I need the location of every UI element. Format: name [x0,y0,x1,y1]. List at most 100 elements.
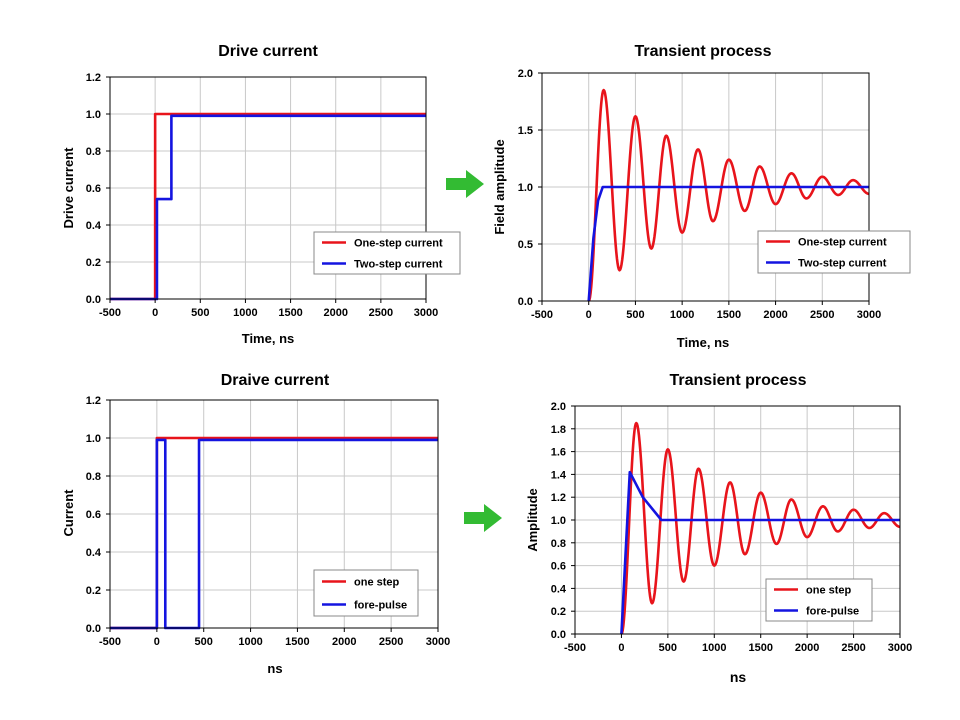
x-tick-label: 2500 [841,642,865,654]
x-tick-label: 3000 [426,636,450,648]
x-tick-label: 1500 [717,309,741,321]
legend-box [757,230,911,274]
plot-area: -500 0 500 1000 1500 2000 2500 3000 0.0 0.5 1.0 1.5… [518,68,911,321]
chart-transient-process-2: Transient process ns Amplitude -500 0 500 1… [525,372,912,685]
legend: one step fore-pulse [765,578,873,622]
chart-transient-process-1: Transient process Time, ns Field amplitu… [492,43,911,350]
y-tick-label: 2.0 [551,401,566,413]
y-tick-label: 0.8 [86,471,101,483]
series-line-red [587,88,870,302]
x-tick-label: 0 [152,307,158,319]
x-tick-label: 500 [191,307,209,319]
chart-title: Draive current [221,372,330,389]
legend-label: One-step current [354,238,443,250]
y-tick-label: 1.5 [518,125,533,137]
x-tick-label: 1000 [702,642,726,654]
y-tick-label: 0.0 [86,294,101,306]
arrow-right-icon [446,170,484,198]
plot-area: -500 0 500 1000 1500 2000 2500 3000 0.0 0.2 0.4 0.6… [86,395,451,648]
y-tick-label: 1.4 [551,469,567,481]
legend-label: Two-step current [798,258,887,270]
y-tick-label: 0.4 [86,547,102,559]
plot-area: -500 0 500 1000 1500 2000 2500 3000 0.0 0.2 0.4 0.6… [551,401,913,654]
chart-title: Transient process [635,43,772,60]
y-tick-label: 1.0 [518,182,533,194]
x-tick-label: 2000 [332,636,356,648]
y-tick-label: 0.2 [86,257,101,269]
x-tick-label: 0 [618,642,624,654]
x-tick-label: 1500 [285,636,309,648]
x-tick-label: 2500 [810,309,834,321]
x-tick-label: -500 [564,642,586,654]
x-tick-label: 2000 [795,642,819,654]
y-tick-label: 1.8 [551,424,566,436]
y-tick-label: 0.0 [551,629,566,641]
series-line-blue [620,470,900,635]
x-axis-label: Time, ns [242,331,295,346]
y-tick-label: 0.8 [551,538,566,550]
y-tick-label: 0.6 [551,561,566,573]
x-axis-label: ns [267,661,282,676]
x-tick-label: 2000 [763,309,787,321]
chart-title: Drive current [218,43,318,60]
x-tick-label: 1000 [238,636,262,648]
y-tick-label: 2.0 [518,68,533,80]
y-tick-label: 1.2 [86,72,101,84]
x-tick-label: -500 [99,307,121,319]
x-tick-label: 500 [626,309,644,321]
x-tick-label: 1000 [670,309,694,321]
x-tick-label: 0 [586,309,592,321]
legend-box [313,569,419,617]
y-tick-label: 0.4 [86,220,102,232]
y-axis-label: Amplitude [525,488,540,552]
legend-label: One-step current [798,237,887,249]
series-line-blue [587,185,869,302]
y-axis-label: Drive current [61,147,76,229]
y-tick-label: 0.2 [86,585,101,597]
x-tick-label: 3000 [414,307,438,319]
legend-label: fore-pulse [354,600,407,612]
y-tick-label: 0.0 [86,623,101,635]
legend-label: one step [354,577,400,589]
y-tick-label: 1.0 [86,109,101,121]
x-tick-label: 1500 [748,642,772,654]
y-tick-label: 1.0 [86,433,101,445]
x-tick-label: -500 [99,636,121,648]
y-tick-label: 1.2 [551,492,566,504]
y-tick-label: 0.6 [86,183,101,195]
y-tick-label: 1.0 [551,515,566,527]
y-tick-label: 0.2 [551,606,566,618]
y-tick-label: 0.8 [86,146,101,158]
chart-title: Transient process [670,372,807,389]
x-tick-label: -500 [531,309,553,321]
legend-box [313,231,461,275]
x-tick-label: 500 [659,642,677,654]
legend-label: fore-pulse [806,606,859,618]
legend-label: one step [806,585,852,597]
chart-drive-current: Drive current Time, ns Drive current -50… [61,43,461,346]
y-tick-label: 0.6 [86,509,101,521]
x-tick-label: 2500 [379,636,403,648]
y-tick-label: 0.0 [518,296,533,308]
x-tick-label: 2500 [369,307,393,319]
legend: One-step current Two-step current [313,231,461,275]
x-tick-label: 0 [154,636,160,648]
y-axis-label: Field amplitude [492,139,507,234]
x-tick-label: 1500 [278,307,302,319]
series-line-red [620,421,901,635]
legend-label: Two-step current [354,259,443,271]
x-axis-label: Time, ns [677,335,730,350]
y-axis-label: Current [61,489,76,537]
x-tick-label: 2000 [323,307,347,319]
y-tick-label: 0.5 [518,239,533,251]
chart-draive-current: Draive current ns Current -500 0 500 1000 15… [61,372,450,676]
plot-area: -500 0 500 1000 1500 2000 2500 3000 0.0 0.2 0.4 0.6… [86,72,461,319]
x-tick-label: 3000 [857,309,881,321]
arrow-right-icon [464,504,502,532]
y-tick-label: 0.4 [551,583,567,595]
x-tick-label: 3000 [888,642,912,654]
series-line-blue [110,438,438,630]
x-axis-label: ns [730,669,747,685]
y-tick-label: 1.2 [86,395,101,407]
